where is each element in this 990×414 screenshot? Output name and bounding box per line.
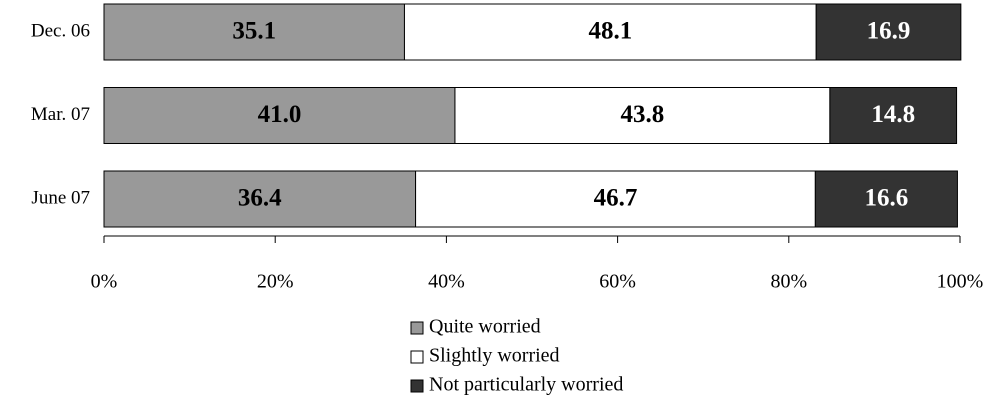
x-tick-label: 20%	[257, 271, 294, 293]
category-label: Mar. 07	[31, 104, 90, 125]
bar-segment	[815, 3, 962, 61]
data-label: 36.4	[238, 185, 282, 212]
x-tick-label: 60%	[599, 271, 636, 293]
data-label: 16.6	[865, 185, 909, 212]
bar-segment	[403, 3, 817, 61]
bar-segment	[103, 3, 405, 61]
x-tick-label: 80%	[770, 271, 807, 293]
data-label: 43.8	[621, 101, 665, 128]
x-tick-label: 0%	[91, 271, 118, 293]
category-label: Dec. 06	[31, 20, 90, 41]
legend-swatch	[410, 379, 424, 393]
bar-segment	[829, 87, 958, 144]
x-tick-label: 40%	[428, 271, 465, 293]
data-label: 46.7	[594, 185, 638, 212]
legend-swatch	[410, 321, 424, 335]
category-label: June 07	[31, 187, 90, 208]
bar-segment	[103, 87, 456, 144]
legend-label: Quite worried	[429, 316, 541, 338]
data-label: 35.1	[232, 18, 276, 45]
bar-segment	[415, 170, 816, 228]
legend-swatch	[410, 350, 424, 364]
data-label: 41.0	[258, 101, 302, 128]
data-label: 16.9	[867, 18, 911, 45]
bar-segment	[814, 170, 958, 228]
legend-label: Slightly worried	[429, 345, 560, 367]
bar-segment	[454, 87, 831, 144]
data-label: 48.1	[588, 18, 632, 45]
x-tick-label: 100%	[937, 271, 984, 293]
legend-label: Not particularly worried	[429, 374, 623, 396]
data-label: 14.8	[871, 101, 915, 128]
